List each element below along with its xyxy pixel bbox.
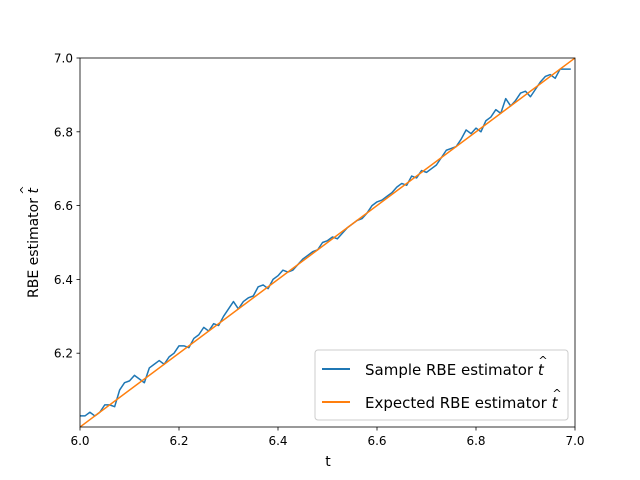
legend-label-expected: Expected RBE estimator t [365,394,559,412]
x-tick-label: 6.0 [70,434,89,448]
x-axis-label: t [325,454,331,470]
y-axis-label-accent: ^ [18,185,31,194]
y-tick-label: 6.2 [54,347,73,361]
legend-label-sample-text: Sample RBE estimator [365,361,538,379]
legend-label-sample: Sample RBE estimator t [365,361,545,379]
axes: 6.0 6.2 6.4 6.6 6.8 7.0 6.2 6.4 6.6 6.8 7.0 [54,52,585,449]
legend-label-expected-text: Expected RBE estimator [365,394,552,412]
y-axis-label-text: RBE estimator [26,194,42,298]
y-tick-label: 6.8 [54,125,73,139]
x-tick-label: 6.2 [169,434,188,448]
axes-frame [79,57,576,428]
y-axis-label: RBE estimator t [26,188,42,298]
plot-area [80,58,575,427]
axis-labels: t RBE estimator t ^ [18,185,331,470]
y-axis-label-symbol: t [26,188,42,194]
series-sample-line [80,68,571,417]
legend-frame [314,349,569,421]
legend-label-sample-symbol: t [538,361,545,379]
y-tick-label: 7.0 [54,52,73,66]
y-tick-label: 6.4 [54,273,73,287]
x-tick-label: 7.0 [565,434,584,448]
x-tick-label: 6.6 [367,434,386,448]
legend-label-expected-symbol: t [552,394,559,412]
series-expected-line [80,58,575,427]
x-tick-label: 6.4 [268,434,287,448]
legend-label-expected-accent: ^ [552,387,561,400]
legend: Sample RBE estimator t ^ Expected RBE es… [314,349,569,421]
y-tick-label: 6.6 [54,199,73,213]
x-tick-label: 6.8 [466,434,485,448]
legend-label-sample-accent: ^ [538,354,547,367]
